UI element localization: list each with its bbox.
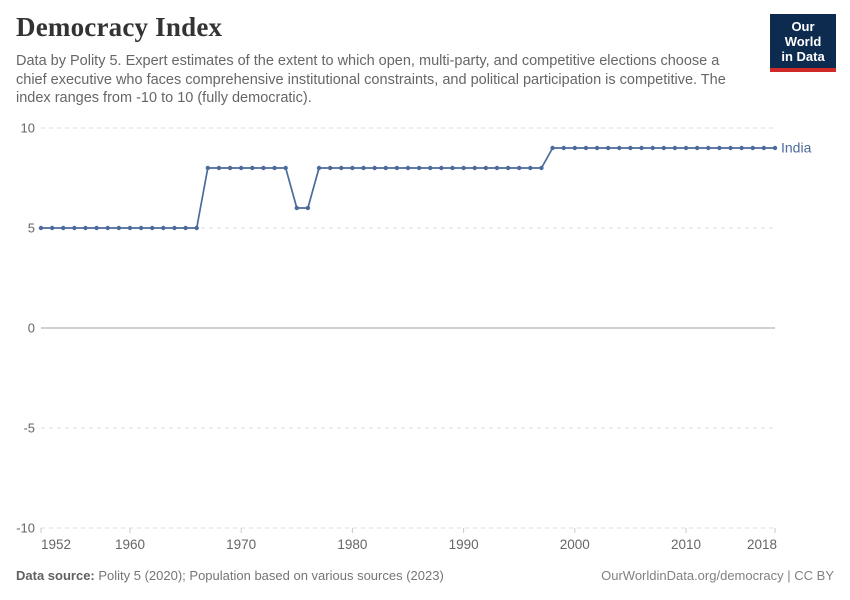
- data-point-marker: [83, 225, 88, 231]
- data-point-marker: [272, 165, 277, 171]
- data-point-marker: [639, 145, 644, 151]
- x-axis-tick-label: 1960: [115, 537, 145, 552]
- data-point-marker: [561, 145, 566, 151]
- data-point-marker: [683, 145, 689, 151]
- data-point-marker: [583, 145, 589, 151]
- data-point-marker: [305, 205, 311, 211]
- data-point-marker: [127, 225, 133, 231]
- data-point-marker: [327, 165, 333, 171]
- data-point-marker: [316, 165, 322, 171]
- data-point-marker: [339, 165, 344, 171]
- subtitle-line: index ranges from -10 to 10 (fully democ…: [16, 90, 312, 106]
- data-point-marker: [739, 145, 744, 151]
- data-point-marker: [394, 165, 400, 171]
- y-axis-tick-label: 10: [21, 121, 35, 136]
- data-point-marker: [172, 225, 177, 231]
- series-line-india: [40, 147, 776, 229]
- x-axis-tick-label: 2010: [671, 537, 701, 552]
- data-point-marker: [728, 145, 733, 151]
- data-point-marker: [49, 225, 55, 231]
- x-axis-tick-label: 1990: [449, 537, 479, 552]
- data-point-marker: [650, 145, 655, 151]
- credit-link: OurWorldinData.org/democracy | CC BY: [601, 568, 834, 583]
- data-point-marker: [283, 165, 288, 171]
- y-axis-tick-label: -5: [23, 421, 35, 436]
- series-entity-label: India: [781, 140, 812, 156]
- data-point-marker: [428, 165, 433, 171]
- chart-footer: Data source: Polity 5 (2020); Population…: [16, 568, 834, 583]
- x-axis-tick-label: 1980: [337, 537, 367, 552]
- data-point-marker: [161, 225, 166, 231]
- data-point-marker: [116, 225, 122, 231]
- data-point-marker: [216, 165, 222, 171]
- data-point-marker: [494, 165, 500, 171]
- data-point-marker: [617, 145, 622, 151]
- y-axis-tick-label: -10: [16, 521, 35, 536]
- owid-logo: Our World in Data: [770, 14, 836, 72]
- data-source-label: Data source:: [16, 568, 95, 583]
- data-point-marker: [472, 165, 477, 171]
- data-point-marker: [483, 165, 489, 171]
- data-point-marker: [105, 225, 110, 231]
- data-point-marker: [505, 165, 511, 171]
- data-point-marker: [61, 225, 66, 231]
- data-point-marker: [661, 145, 666, 151]
- data-point-marker: [350, 165, 355, 171]
- data-point-marker: [706, 145, 711, 151]
- data-point-marker: [138, 225, 144, 231]
- data-point-marker: [261, 165, 266, 171]
- data-point-marker: [227, 165, 233, 171]
- data-source-note: Data source: Polity 5 (2020); Population…: [16, 568, 444, 583]
- data-point-marker: [750, 145, 755, 151]
- data-point-marker: [528, 165, 533, 171]
- data-point-marker: [717, 145, 722, 151]
- data-point-marker: [238, 165, 244, 171]
- data-point-marker: [150, 225, 155, 231]
- data-point-marker: [539, 165, 544, 171]
- data-point-marker: [38, 225, 44, 231]
- data-point-marker: [450, 165, 455, 171]
- subtitle-line: Data by Polity 5. Expert estimates of th…: [16, 53, 720, 69]
- data-point-marker: [294, 205, 299, 211]
- x-axis-tick-label: 2000: [560, 537, 590, 552]
- x-axis-tick-label: 1970: [226, 537, 256, 552]
- data-point-marker: [594, 145, 600, 151]
- logo-line2: in Data: [781, 49, 825, 64]
- data-point-marker: [405, 165, 411, 171]
- data-point-marker: [572, 145, 578, 151]
- data-point-marker: [250, 165, 255, 171]
- data-point-marker: [605, 145, 611, 151]
- data-point-marker: [461, 165, 466, 171]
- data-point-marker: [761, 145, 767, 151]
- data-point-marker: [628, 145, 633, 151]
- data-point-marker: [183, 225, 188, 231]
- data-point-marker: [694, 145, 700, 151]
- data-point-marker: [372, 165, 377, 171]
- data-point-marker: [383, 165, 388, 171]
- data-point-marker: [361, 165, 366, 171]
- subtitle-line: chief executive who faces comprehensive …: [16, 71, 726, 88]
- x-axis-tick-label: 1952: [41, 537, 71, 552]
- data-point-marker: [205, 165, 211, 171]
- chart-title: Democracy Index: [16, 12, 223, 42]
- data-point-marker: [194, 225, 199, 231]
- chart-subtitle: Data by Polity 5. Expert estimates of th…: [16, 52, 766, 108]
- data-point-marker: [517, 165, 522, 171]
- data-point-marker: [94, 225, 99, 231]
- data-point-marker: [550, 145, 555, 151]
- data-point-marker: [439, 165, 444, 171]
- logo-line1: Our World: [784, 19, 822, 49]
- data-point-marker: [772, 145, 778, 151]
- y-axis-tick-label: 5: [28, 221, 35, 236]
- data-point-marker: [416, 165, 422, 171]
- data-point-marker: [72, 225, 77, 231]
- data-point-marker: [672, 145, 678, 151]
- data-source-text: Polity 5 (2020); Population based on var…: [94, 568, 444, 583]
- x-axis-tick-label: 2018: [747, 537, 777, 552]
- y-axis-tick-label: 0: [28, 321, 35, 336]
